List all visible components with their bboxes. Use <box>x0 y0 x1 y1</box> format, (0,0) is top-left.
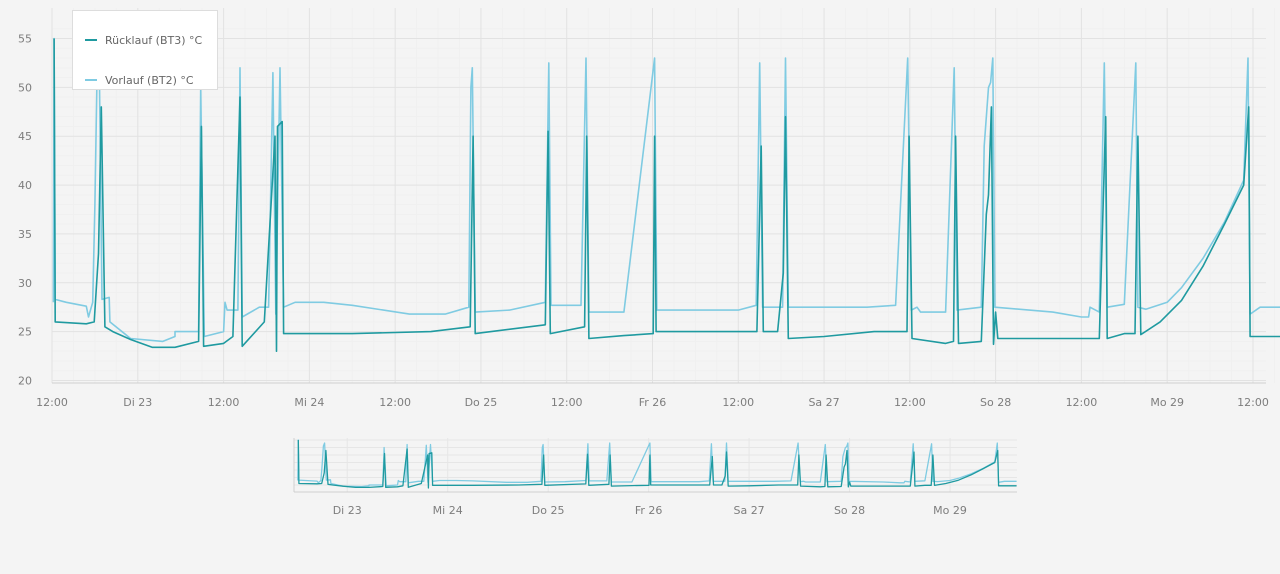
x-tick-label: 12:00 <box>379 396 411 409</box>
y-tick-label: 25 <box>18 326 32 339</box>
y-tick-label: 40 <box>18 179 32 192</box>
y-tick-label: 45 <box>18 130 32 143</box>
navigator-x-tick-label: Mo 29 <box>933 504 967 517</box>
x-tick-label: Mi 24 <box>294 396 324 409</box>
x-tick-label: Sa 27 <box>808 396 839 409</box>
x-tick-label: 12:00 <box>1066 396 1098 409</box>
x-tick-label: Fr 26 <box>639 396 667 409</box>
navigator-line-ruecklauf <box>297 439 1017 489</box>
legend-swatch-vorlauf <box>85 79 97 81</box>
y-tick-label: 50 <box>18 81 32 94</box>
navigator-frame[interactable] <box>294 438 1017 492</box>
x-tick-label: 12:00 <box>722 396 754 409</box>
x-tick-label: 12:00 <box>208 396 240 409</box>
x-tick-label: 12:00 <box>36 396 68 409</box>
legend-item-vorlauf[interactable]: Vorlauf (BT2) °C <box>85 72 194 88</box>
x-tick-label: So 28 <box>980 396 1011 409</box>
navigator-x-tick-label: Di 23 <box>333 504 362 517</box>
x-tick-label: Do 25 <box>465 396 498 409</box>
y-tick-label: 20 <box>18 375 32 388</box>
navigator-x-tick-label: Do 25 <box>532 504 565 517</box>
navigator-x-tick-label: So 28 <box>834 504 865 517</box>
x-tick-label: 12:00 <box>894 396 926 409</box>
y-tick-label: 55 <box>18 33 32 46</box>
y-tick-label: 35 <box>18 228 32 241</box>
legend-item-ruecklauf[interactable]: Rücklauf (BT3) °C <box>85 32 202 48</box>
legend: Rücklauf (BT3) °C Vorlauf (BT2) °C <box>72 10 218 90</box>
series-line-ruecklauf <box>53 38 1280 352</box>
legend-label-vorlauf: Vorlauf (BT2) °C <box>105 73 194 87</box>
x-tick-label: 12:00 <box>551 396 583 409</box>
x-tick-label: Di 23 <box>123 396 152 409</box>
y-tick-label: 30 <box>18 277 32 290</box>
x-tick-label: Mo 29 <box>1150 396 1184 409</box>
navigator-x-tick-label: Mi 24 <box>433 504 463 517</box>
legend-label-ruecklauf: Rücklauf (BT3) °C <box>105 33 203 47</box>
x-tick-label: 12:00 <box>1237 396 1269 409</box>
legend-swatch-ruecklauf <box>85 39 97 41</box>
navigator-x-tick-label: Fr 26 <box>635 504 663 517</box>
navigator-x-tick-label: Sa 27 <box>733 504 764 517</box>
